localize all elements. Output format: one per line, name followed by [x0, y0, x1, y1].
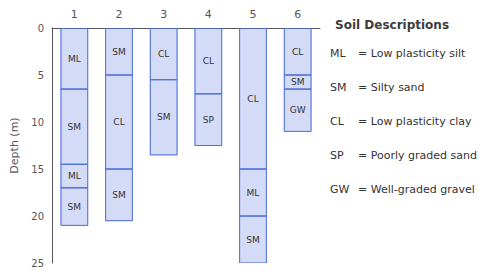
svg-text:20: 20 [31, 211, 44, 222]
svg-text:Depth (m): Depth (m) [8, 117, 21, 173]
svg-text:SM: SM [330, 81, 346, 94]
svg-text:5: 5 [38, 70, 44, 81]
svg-text:CL: CL [247, 94, 258, 104]
svg-text:10: 10 [31, 117, 44, 128]
svg-text:= Silty sand: = Silty sand [358, 81, 425, 94]
svg-text:25: 25 [31, 258, 44, 269]
svg-text:CL: CL [113, 117, 124, 127]
svg-text:ML: ML [247, 188, 260, 198]
svg-text:CL: CL [330, 115, 345, 128]
svg-text:ML: ML [68, 54, 81, 64]
svg-text:SM: SM [157, 112, 170, 122]
svg-text:SM: SM [68, 122, 81, 132]
svg-text:ML: ML [68, 171, 81, 181]
svg-text:= Poorly graded sand: = Poorly graded sand [358, 149, 477, 162]
svg-text:GW: GW [290, 105, 306, 115]
svg-text:15: 15 [31, 164, 44, 175]
svg-text:5: 5 [250, 8, 257, 21]
svg-text:SP: SP [203, 115, 215, 125]
svg-text:SM: SM [246, 235, 259, 245]
svg-text:= Low plasticity silt: = Low plasticity silt [358, 47, 466, 60]
svg-text:CL: CL [158, 49, 169, 59]
svg-text:SM: SM [112, 47, 125, 57]
svg-text:2: 2 [116, 8, 123, 21]
svg-text:ML: ML [330, 47, 346, 60]
svg-text:6: 6 [294, 8, 301, 21]
svg-text:SM: SM [291, 77, 304, 87]
svg-text:= Low plasticity clay: = Low plasticity clay [358, 115, 472, 128]
svg-text:SM: SM [68, 202, 81, 212]
svg-text:1: 1 [71, 8, 78, 21]
svg-text:0: 0 [38, 23, 44, 34]
svg-text:GW: GW [330, 183, 350, 196]
svg-text:4: 4 [205, 8, 212, 21]
svg-text:= Well-graded gravel: = Well-graded gravel [358, 183, 475, 196]
svg-text:CL: CL [203, 56, 214, 66]
svg-text:CL: CL [292, 47, 303, 57]
svg-text:Soil Descriptions: Soil Descriptions [335, 18, 449, 32]
svg-text:3: 3 [160, 8, 167, 21]
svg-text:SP: SP [330, 149, 344, 162]
svg-text:SM: SM [112, 190, 125, 200]
